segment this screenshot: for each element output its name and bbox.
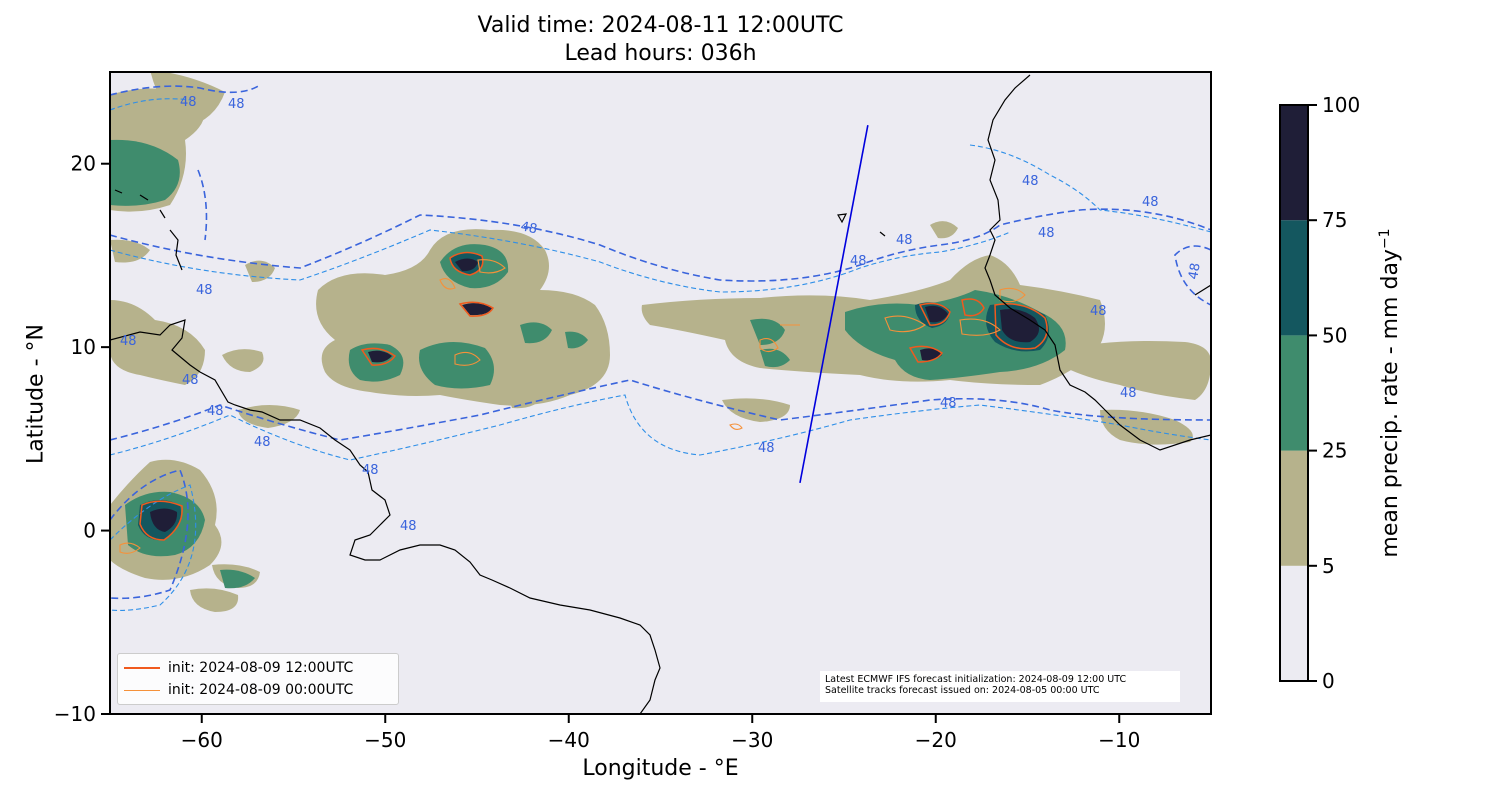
contour-label: 48 [758, 441, 775, 456]
contour-label: 48 [254, 435, 271, 450]
contour-label: 48 [1038, 226, 1055, 241]
legend-line-icon [124, 689, 160, 691]
contour-label: 48 [120, 334, 137, 349]
contour-48-latest [110, 84, 1211, 600]
contour-label: 48 [940, 396, 957, 411]
colorbar-tick-label: 100 [1322, 93, 1360, 117]
colorbar-tick-label: 25 [1322, 439, 1347, 463]
x-tick-label: −40 [548, 728, 590, 752]
forecast-info-box: Latest ECMWF IFS forecast initialization… [820, 671, 1180, 702]
title-lead-hours: Lead hours: 036h [564, 41, 757, 66]
y-tick-label: −10 [54, 702, 96, 726]
x-tick-label: −20 [915, 728, 957, 752]
x-axis: −60 −50 −40 −30 −20 −10 [181, 714, 1140, 752]
precip-contours-init-00 [119, 259, 1026, 554]
colorbar-tick-label: 75 [1322, 208, 1347, 232]
y-tick-label: 20 [71, 152, 96, 176]
plot-frame [109, 71, 1212, 715]
contour-label: 48 [1090, 304, 1107, 319]
contour-label: 48 [362, 463, 379, 478]
contour-label: 48 [896, 233, 913, 248]
satellite-track-issued-text: Satellite tracks forecast issued on: 202… [825, 685, 1100, 696]
contour-label: 48 [1120, 386, 1137, 401]
legend: init: 2024-08-09 12:00UTC init: 2024-08-… [117, 653, 399, 705]
colorbar-frame [1279, 104, 1309, 682]
contour-label: 48 [1186, 262, 1204, 281]
contour-label: 48 [182, 373, 199, 388]
contour-labels: 48 48 48 48 48 48 48 48 48 48 48 48 48 4… [120, 95, 1204, 534]
forecast-init-text: Latest ECMWF IFS forecast initialization… [825, 674, 1127, 685]
colorbar-label-exponent: −1 [1376, 228, 1393, 250]
x-tick-label: −60 [181, 728, 223, 752]
satellite-track [799, 125, 869, 484]
x-axis-label: Longitude - °E [582, 756, 739, 781]
contour-label: 48 [519, 219, 538, 237]
y-axis: −10 0 10 20 [54, 152, 110, 726]
legend-line-icon [124, 667, 160, 669]
colorbar-segment [1280, 105, 1308, 221]
contour-48-previous [110, 98, 1211, 611]
legend-label: init: 2024-08-09 00:00UTC [168, 682, 354, 698]
x-tick-label: −30 [731, 728, 773, 752]
legend-item-init-12: init: 2024-08-09 12:00UTC [124, 658, 353, 678]
contour-label: 48 [228, 97, 245, 112]
colorbar-tick-label: 5 [1322, 554, 1335, 578]
contour-label: 48 [207, 404, 224, 419]
colorbar-tick-label: 50 [1322, 323, 1347, 347]
y-tick-label: 10 [71, 335, 96, 359]
y-axis-label: Latitude - °N [23, 324, 49, 464]
contour-label: 48 [1142, 195, 1159, 210]
colorbar-segment [1280, 450, 1308, 566]
colorbar-label: mean precip. rate - mm day−1 [1377, 228, 1403, 557]
precip-75-100 [150, 258, 1039, 532]
map-background [110, 72, 1211, 714]
contour-label: 48 [400, 519, 417, 534]
colorbar-tick-label: 0 [1322, 669, 1335, 693]
colorbar: 0 5 25 50 75 100 [1279, 93, 1360, 693]
y-tick-label: 0 [83, 519, 96, 543]
contour-label: 48 [196, 283, 213, 298]
contour-label: 48 [180, 95, 197, 110]
legend-item-init-00: init: 2024-08-09 00:00UTC [124, 680, 353, 700]
coastline [110, 74, 1211, 714]
precip-contours-init-12 [139, 251, 1048, 541]
colorbar-label-text: mean precip. rate - mm day [1378, 249, 1404, 558]
colorbar-segment [1280, 565, 1308, 681]
contour-label: 48 [1022, 174, 1039, 189]
colorbar-segment [1280, 335, 1308, 451]
x-tick-label: −10 [1098, 728, 1140, 752]
contour-label: 48 [850, 254, 867, 269]
colorbar-segment [1280, 220, 1308, 336]
title-valid-time: Valid time: 2024-08-11 12:00UTC [477, 13, 844, 38]
x-tick-label: −50 [364, 728, 406, 752]
legend-label: init: 2024-08-09 12:00UTC [168, 660, 354, 676]
